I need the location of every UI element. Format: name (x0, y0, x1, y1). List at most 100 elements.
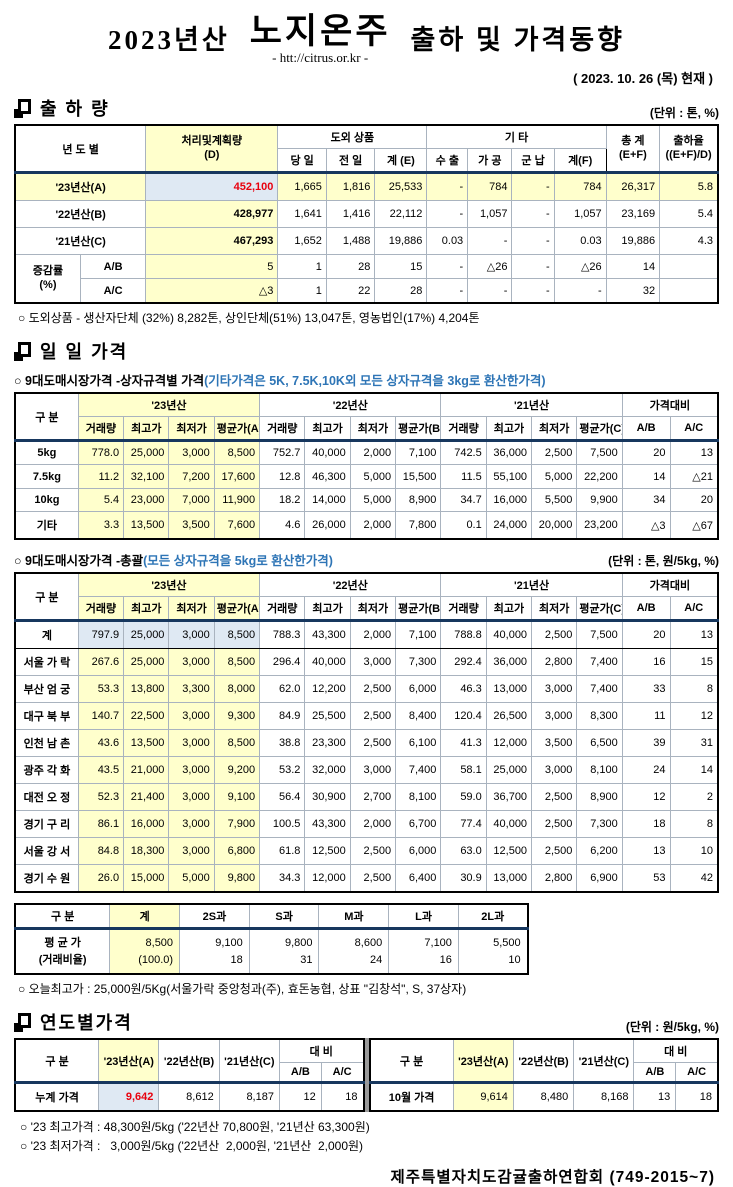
cell: 5 (145, 254, 279, 279)
grade-average-table: 구 분 계 2S과 S과 M과 L과 2L과 평 균 가 (거래비율) 8,500… (14, 903, 529, 975)
yearly-october-table: 구 분 '23년산(A) '22년산(B) '21년산(C) 대 비 A/B A… (368, 1038, 719, 1112)
cell: 23,169 (605, 200, 661, 228)
cell: 2,700 (349, 783, 397, 811)
grade-average-table-wrap: 구 분 계 2S과 S과 M과 L과 2L과 평 균 가 (거래비율) 8,500… (14, 903, 529, 975)
cell: 15,500 (395, 464, 442, 489)
cell: 40,000 (304, 648, 351, 676)
cell: - (426, 278, 469, 304)
cell: 784 (553, 172, 607, 201)
cell (659, 278, 719, 304)
cell: 13 (669, 620, 719, 649)
cell: 11.2 (77, 464, 125, 489)
cell: 8,500 (213, 620, 261, 649)
cell: 1,641 (277, 200, 327, 228)
cell: 7,300 (395, 648, 442, 676)
col-header: A/C (320, 1062, 365, 1083)
cell: 12 (669, 702, 719, 730)
cell: 14 (669, 756, 719, 784)
cell: 3,500 (531, 729, 578, 757)
cell: 38.8 (259, 729, 306, 757)
cell: 1 (277, 278, 327, 304)
cell: 63.0 (440, 837, 487, 865)
col-group-y22: '22년산 (259, 392, 442, 417)
col-header-process: 가 공 (467, 148, 513, 173)
cell: 11,900 (213, 488, 261, 512)
cell: 32,000 (304, 756, 351, 784)
col-group-island: 도외 상품 (277, 124, 428, 149)
cell: 5,500 (531, 488, 578, 512)
cell: 53.3 (77, 675, 125, 703)
cell: 7,800 (395, 511, 442, 540)
col-header-y23: '23년산(A) (98, 1038, 160, 1083)
cell: 18,300 (123, 837, 170, 865)
cell: 24,000 (485, 511, 533, 540)
cell: 0.03 (553, 227, 607, 255)
cell: 52.3 (77, 783, 125, 811)
table-row: 5kg 778.0 25,000 3,000 8,500 752.7 40,000 2,000… (14, 440, 719, 465)
high-price-note: ○ '23 최고가격 : 48,300원/5kg ('22년산 70,800원,… (20, 1120, 370, 1134)
cell: 16,000 (123, 810, 170, 838)
row-label: 7.5kg (14, 464, 79, 489)
cell: 3,000 (168, 810, 215, 838)
cell: 784 (467, 172, 513, 201)
table-row: 당 일 전 일 계 (E) 수 출 가 공 군 납 계(F) (15, 148, 718, 173)
cell: 7,400 (576, 675, 623, 703)
cell: 2,800 (531, 648, 578, 676)
cell: 11 (621, 702, 671, 730)
cell: 22 (325, 278, 376, 304)
cell: 18 (675, 1082, 719, 1112)
cell: 3,000 (531, 756, 578, 784)
row-label: 10kg (14, 488, 79, 512)
col-header-sumF: 계(F) (553, 148, 607, 173)
cell: 15 (374, 254, 428, 279)
cell: 12,000 (485, 729, 533, 757)
cell: 6,400 (395, 864, 442, 893)
col-header-label: 구 분 (369, 1038, 454, 1083)
row-label: '23년산(A) (14, 172, 147, 201)
cell: 15,000 (123, 864, 170, 893)
cell: 8,168 (573, 1082, 635, 1112)
table-row: 계 797.9 25,000 3,000 8,500 788.3 43,300 2,000 7,… (14, 620, 719, 649)
cell: 2,000 (349, 810, 397, 838)
row-label: 기타 (14, 511, 79, 540)
col-header-y22: '22년산(B) (512, 1038, 575, 1083)
cell: 8,612 (158, 1082, 220, 1112)
table-row: 인천 남 촌 43.6 13,500 3,000 8,500 38.8 23,300 2,50… (14, 729, 719, 757)
col-group-y21: '21년산 (440, 572, 623, 597)
cell: 5.4 (77, 488, 125, 512)
cell: 7,400 (395, 756, 442, 784)
col-header-label: 구 분 (14, 1038, 100, 1083)
table-row: 10월 가격 9,614 8,480 8,168 13 18 (369, 1082, 719, 1112)
cell: 20 (669, 488, 719, 512)
cell: 25,000 (123, 440, 170, 465)
table-row: 구 분 '23년산 '22년산 '21년산 가격대비 (14, 392, 719, 441)
cell: 2 (669, 783, 719, 811)
cell: 3,000 (168, 648, 215, 676)
cell: 9,100 18 (179, 928, 250, 975)
cell: 12.8 (259, 464, 306, 489)
cell: 9,642 (98, 1082, 160, 1112)
col-header: 거래량 (259, 416, 306, 441)
cell: 26.0 (77, 864, 125, 893)
section-daily-title-wrap: 일 일 가격 (14, 338, 128, 364)
cell: 6,200 (576, 837, 623, 865)
total-price-subtitle-text: ○ 9대도매시장가격 -총괄(모든 상자규격을 5kg로 환산한가격) (14, 554, 333, 568)
col-header-label: 구 분 (14, 572, 79, 621)
cell: 3,000 (168, 702, 215, 730)
col-header: A/B (621, 596, 671, 621)
box-size-price-head: 구 분 '23년산 '22년산 '21년산 가격대비 거래량 최고가 최저가 평… (14, 392, 719, 441)
as-of-date: ( 2023. 10. 26 (목) 현재 ) (573, 71, 713, 86)
shipment-table-head: 년 도 별 처리및계획량 (D) 도외 상품 기 타 총 계 (E+F) 출하율((… (14, 124, 719, 173)
cell: 42 (669, 864, 719, 893)
cell: 43.5 (77, 756, 125, 784)
cell: 13,000 (485, 675, 533, 703)
row-label: 서울 가 락 (14, 648, 79, 676)
cell: 2,000 (349, 440, 397, 465)
col-header-prev: 전 일 (325, 148, 376, 173)
cell: 5.8 (659, 172, 719, 201)
yearly-price-right: 구 분 '23년산(A) '22년산(B) '21년산(C) 대 비 A/B A… (368, 1038, 719, 1112)
cell (659, 254, 719, 279)
cell: 6,100 (395, 729, 442, 757)
cell: 7,200 (168, 464, 215, 489)
